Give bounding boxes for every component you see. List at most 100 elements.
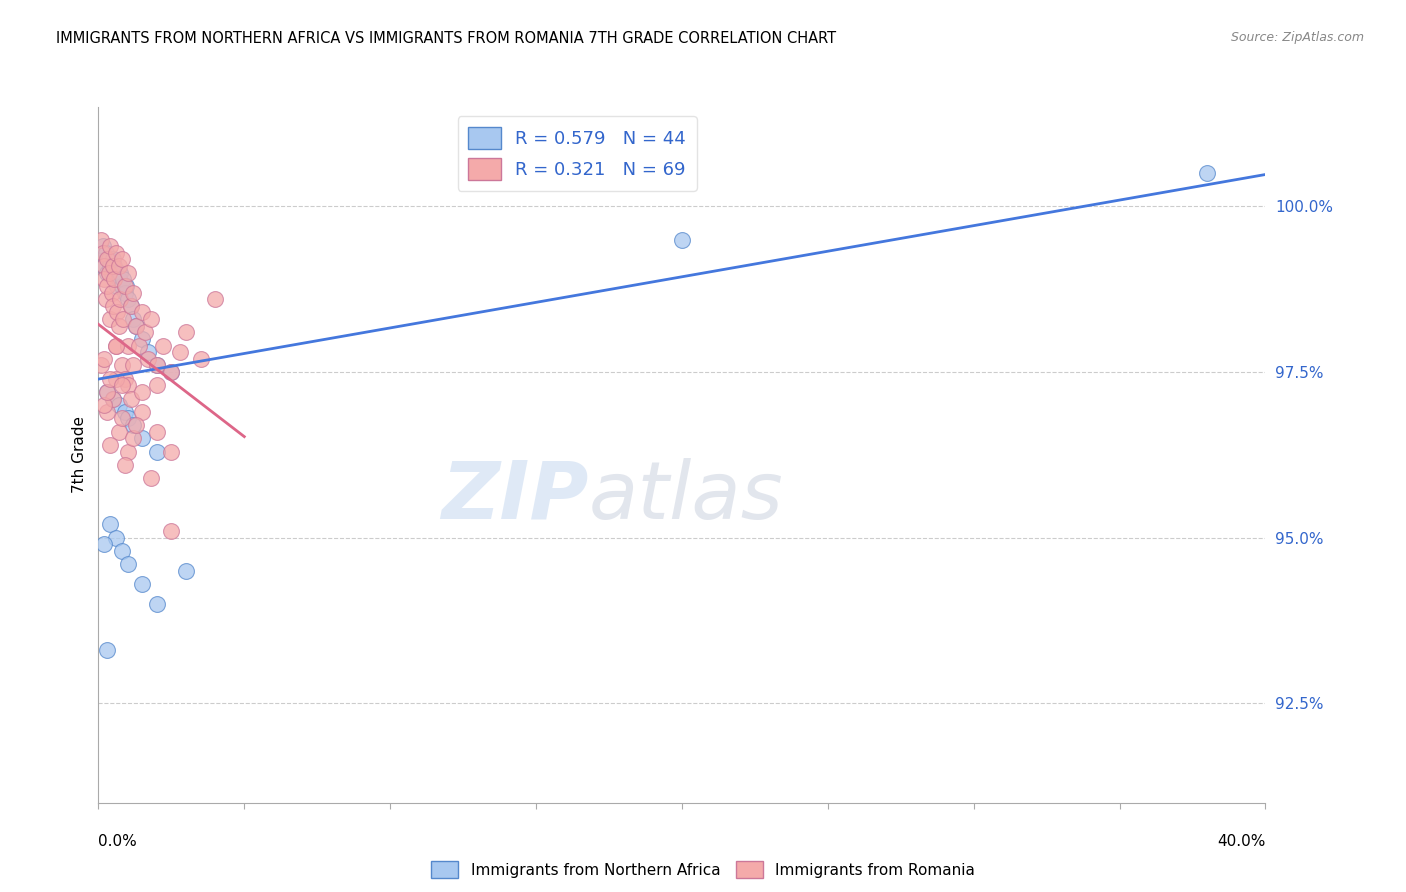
Point <box>101 392 124 406</box>
Point <box>131 431 153 445</box>
Text: atlas: atlas <box>589 458 783 536</box>
Point <box>111 411 134 425</box>
Point <box>122 285 145 300</box>
Point <box>120 392 142 406</box>
Point <box>103 259 125 273</box>
Point <box>117 378 139 392</box>
Point <box>128 338 150 352</box>
Point <box>98 312 121 326</box>
Point <box>101 392 124 406</box>
Point <box>104 338 127 352</box>
Point <box>117 266 139 280</box>
Point <box>160 524 183 538</box>
Text: Source: ZipAtlas.com: Source: ZipAtlas.com <box>1230 31 1364 45</box>
Point <box>122 431 145 445</box>
Point <box>108 318 131 333</box>
Point <box>125 318 148 333</box>
Point <box>114 285 136 300</box>
Point <box>104 531 127 545</box>
Point <box>96 405 118 419</box>
Legend: Immigrants from Northern Africa, Immigrants from Romania: Immigrants from Northern Africa, Immigra… <box>425 855 981 884</box>
Point <box>101 259 124 273</box>
Point <box>125 418 148 433</box>
Point <box>108 398 131 412</box>
Point <box>117 558 139 572</box>
Point <box>105 279 128 293</box>
Point <box>131 577 153 591</box>
Point <box>98 438 121 452</box>
Point <box>100 266 122 280</box>
Point <box>115 279 138 293</box>
Point <box>104 338 127 352</box>
Point <box>131 332 153 346</box>
Point <box>96 279 118 293</box>
Point <box>101 252 124 267</box>
Point <box>111 359 134 373</box>
Point <box>146 378 169 392</box>
Point <box>114 458 136 472</box>
Point <box>104 245 127 260</box>
Point <box>93 351 115 366</box>
Point <box>120 299 142 313</box>
Point <box>120 299 142 313</box>
Point <box>1195 166 1218 180</box>
Point <box>103 272 125 286</box>
Point <box>93 398 115 412</box>
Point <box>160 365 183 379</box>
Point <box>108 259 131 273</box>
Point <box>117 292 139 306</box>
Point <box>105 305 128 319</box>
Point <box>96 266 118 280</box>
Point <box>134 326 156 340</box>
Point <box>93 272 115 286</box>
Point <box>204 292 226 306</box>
Point <box>98 259 121 273</box>
Point <box>111 279 134 293</box>
Point <box>111 544 134 558</box>
Point <box>96 384 118 399</box>
Point <box>117 338 139 352</box>
Point <box>131 405 153 419</box>
Point <box>117 411 139 425</box>
Point <box>93 537 115 551</box>
Point <box>91 245 114 260</box>
Point <box>122 418 145 433</box>
Point <box>139 312 162 326</box>
Point <box>108 272 131 286</box>
Point <box>97 252 120 267</box>
Point <box>94 245 117 260</box>
Point <box>174 326 197 340</box>
Point <box>96 252 118 267</box>
Point <box>93 259 115 273</box>
Point <box>114 279 136 293</box>
Point <box>97 266 120 280</box>
Point <box>114 405 136 419</box>
Point <box>90 359 112 373</box>
Point <box>100 285 122 300</box>
Point <box>112 272 135 286</box>
Text: 40.0%: 40.0% <box>1218 834 1265 849</box>
Point <box>131 384 153 399</box>
Point <box>122 359 145 373</box>
Point <box>146 597 169 611</box>
Point <box>125 318 148 333</box>
Point <box>131 305 153 319</box>
Point <box>160 444 183 458</box>
Point <box>110 266 132 280</box>
Point <box>104 266 127 280</box>
Point <box>111 378 134 392</box>
Point <box>98 517 121 532</box>
Point <box>174 564 197 578</box>
Point <box>146 359 169 373</box>
Point <box>104 372 127 386</box>
Point <box>90 233 112 247</box>
Point <box>98 372 121 386</box>
Point <box>101 299 124 313</box>
Point <box>98 239 121 253</box>
Point <box>136 345 159 359</box>
Point <box>139 471 162 485</box>
Point <box>117 444 139 458</box>
Point <box>114 372 136 386</box>
Point <box>160 365 183 379</box>
Text: 0.0%: 0.0% <box>98 834 138 849</box>
